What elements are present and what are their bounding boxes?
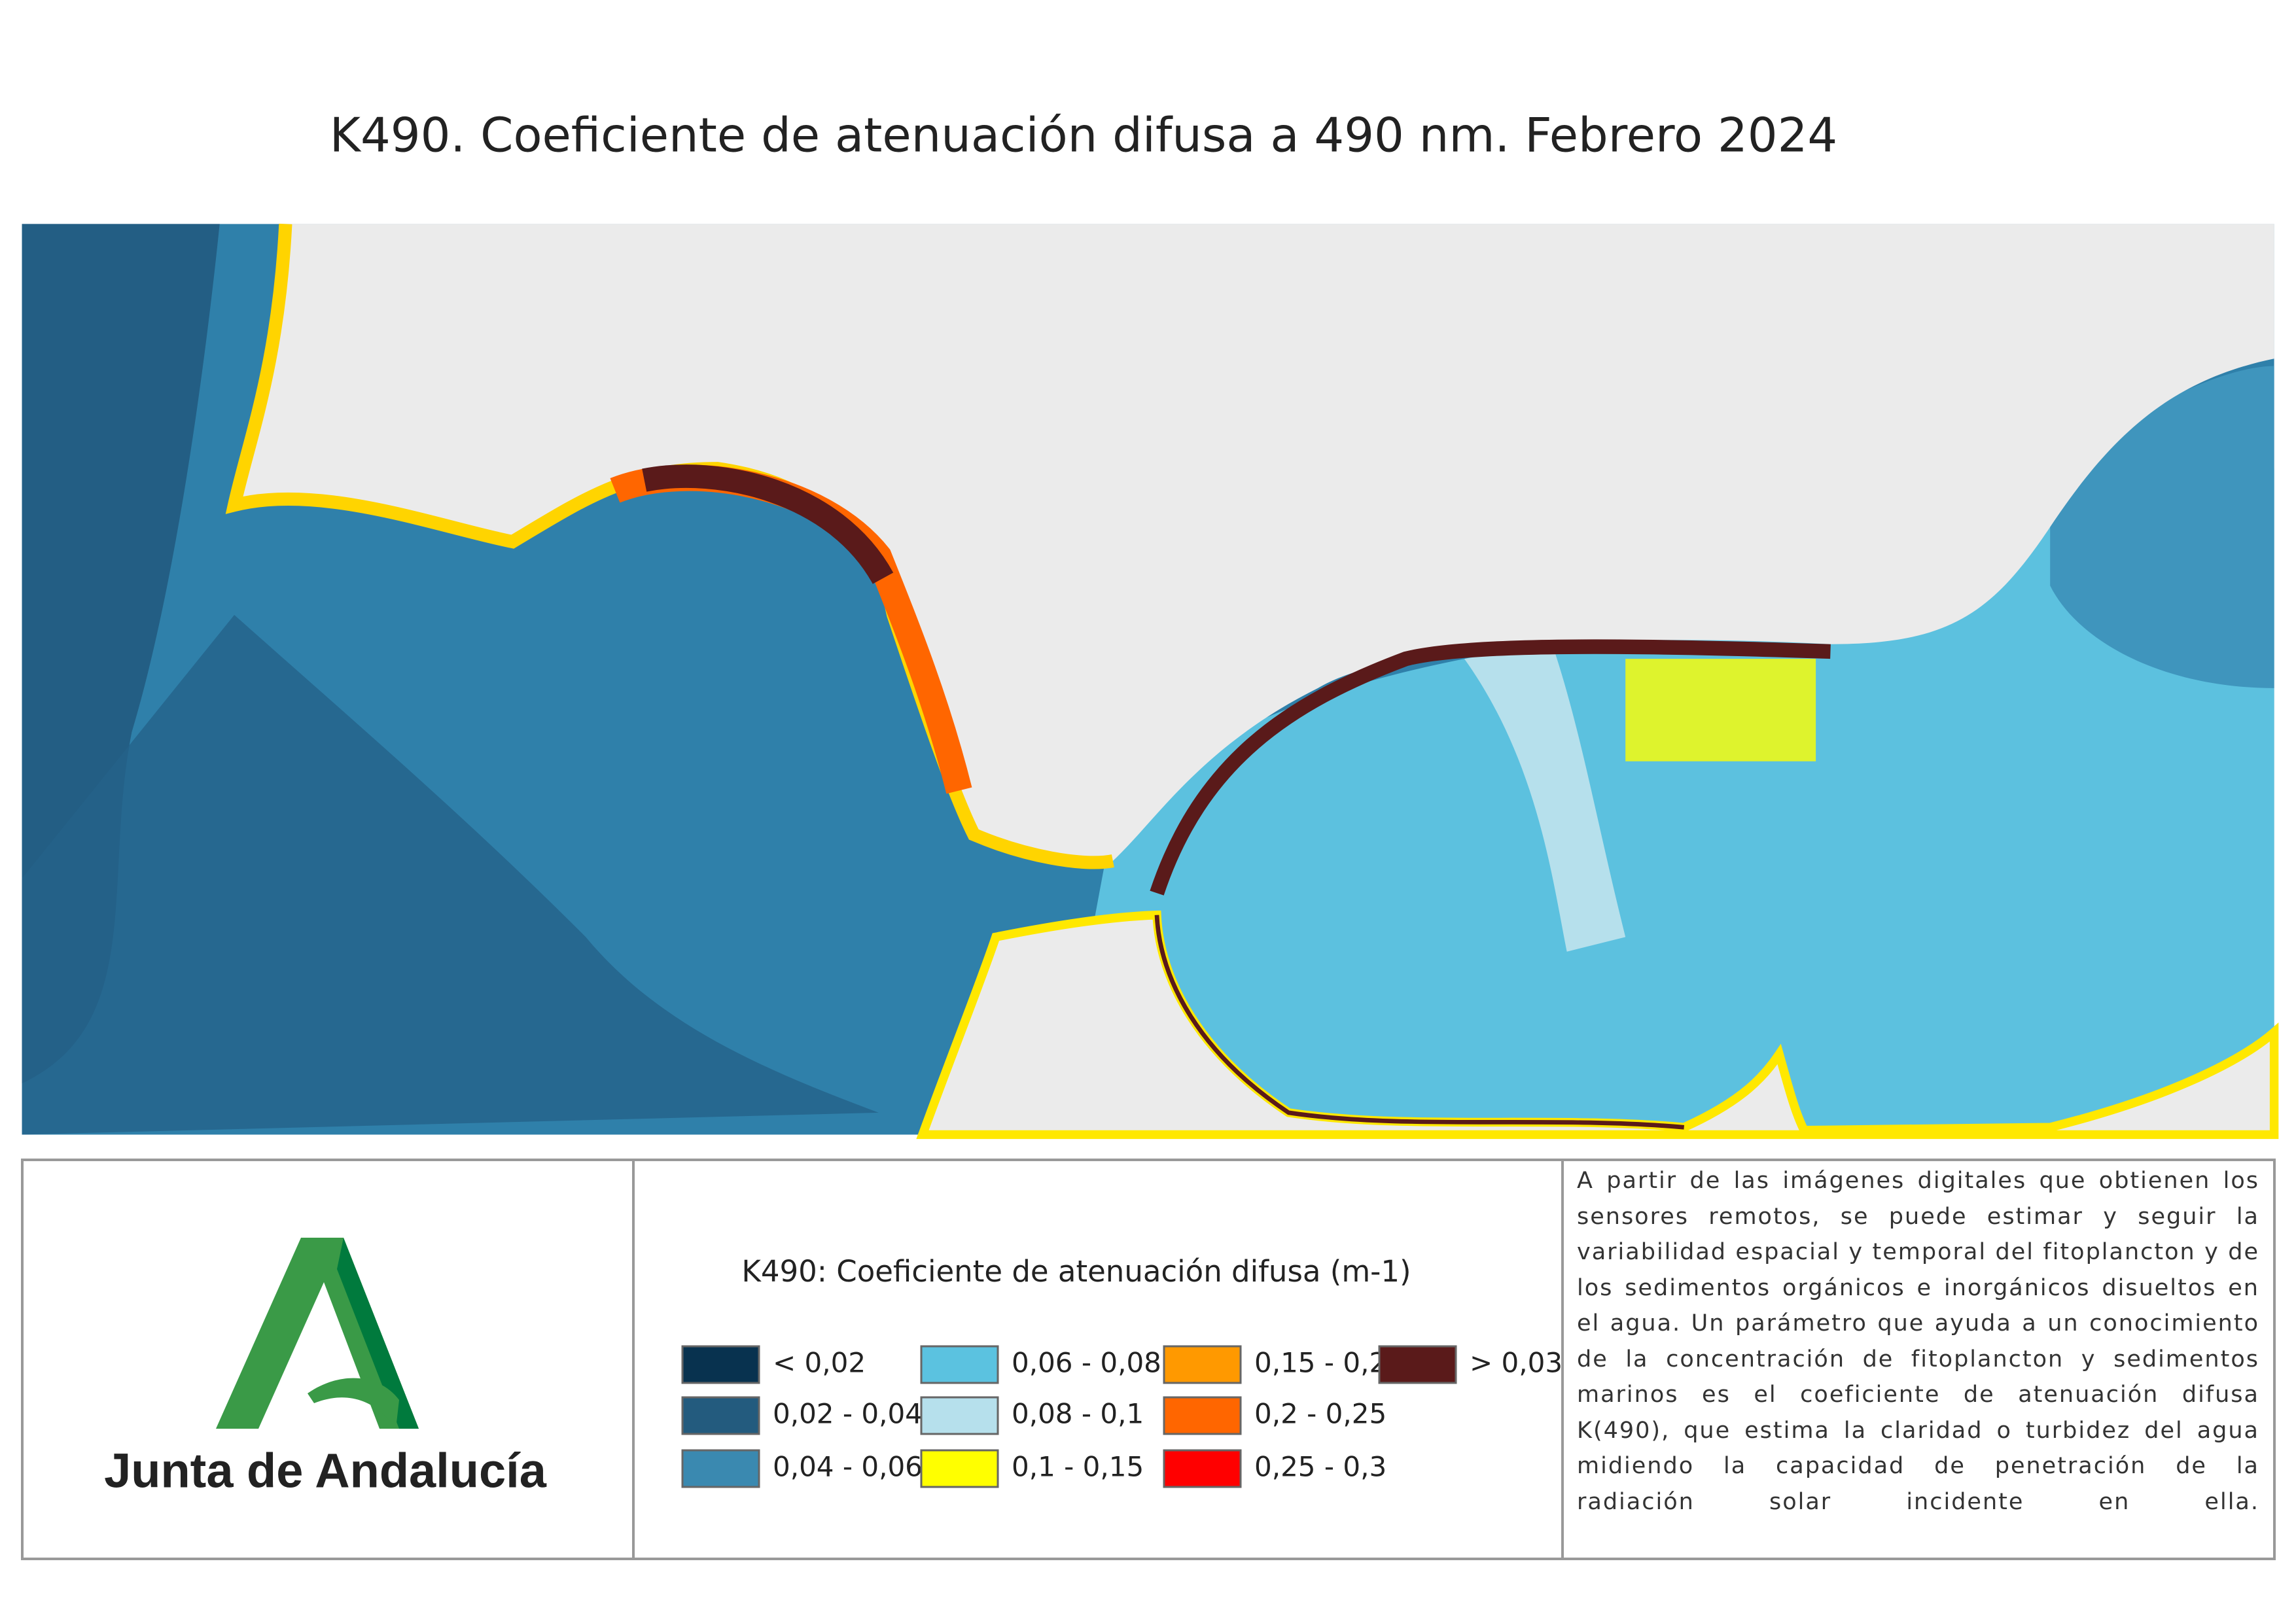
- legend-label: 0,04 - 0,06: [773, 1451, 923, 1483]
- legend-swatch: [681, 1396, 760, 1435]
- legend-swatch: [1163, 1345, 1242, 1384]
- sea-alboran: [1054, 468, 2274, 1135]
- logo-a-shade: [337, 1238, 419, 1429]
- legend-swatch: [681, 1345, 760, 1384]
- map: [22, 223, 2279, 1140]
- legend-label: 0,15 - 0,2: [1254, 1347, 1386, 1379]
- legend-label: 0,06 - 0,08: [1012, 1347, 1161, 1379]
- legend-label: 0,02 - 0,04: [773, 1398, 923, 1430]
- legend-label: 0,25 - 0,3: [1254, 1451, 1386, 1483]
- map-title: K490. Coeficiente de atenuación difusa a…: [330, 108, 1837, 163]
- coast-band-dark: [642, 464, 894, 584]
- logo: Junta de Andalucía: [104, 1238, 547, 1498]
- logo-text: Junta de Andalucía: [104, 1444, 547, 1498]
- frame: [21, 1159, 2276, 1560]
- legend-title: K490: Coeficiente de atenuación difusa (…: [741, 1254, 1411, 1289]
- legend-swatch: [1163, 1449, 1242, 1488]
- description: A partir de las imágenes digitales que o…: [1577, 1168, 2259, 1515]
- legend-swatch: [1378, 1345, 1457, 1384]
- legend-swatch: [1163, 1396, 1242, 1435]
- legend-label: 0,2 - 0,25: [1254, 1398, 1386, 1430]
- legend-label: > 0,03: [1470, 1347, 1563, 1379]
- sea-deep-south: [22, 614, 879, 1135]
- logo-curve: [308, 1378, 399, 1429]
- legend-swatch: [920, 1345, 999, 1384]
- legend-label: 0,08 - 0,1: [1012, 1398, 1144, 1430]
- legend-label: 0,1 - 0,15: [1012, 1451, 1144, 1483]
- legend: < 0,02 0,02 - 0,04 0,04 - 0,06 0,06 - 0,08 0…: [681, 1345, 1563, 1488]
- plume: [1464, 644, 1626, 952]
- legend-label: < 0,02: [773, 1347, 866, 1379]
- coast-band-south: [1154, 915, 1684, 1130]
- legend-swatch: [920, 1396, 999, 1435]
- legend-swatch: [920, 1449, 999, 1488]
- land-north: [234, 224, 2274, 863]
- legend-swatch: [681, 1449, 760, 1488]
- frames: [21, 1159, 2276, 1560]
- plume-yellow: [1625, 659, 1816, 761]
- coast-band-dark-east: [1150, 639, 1831, 896]
